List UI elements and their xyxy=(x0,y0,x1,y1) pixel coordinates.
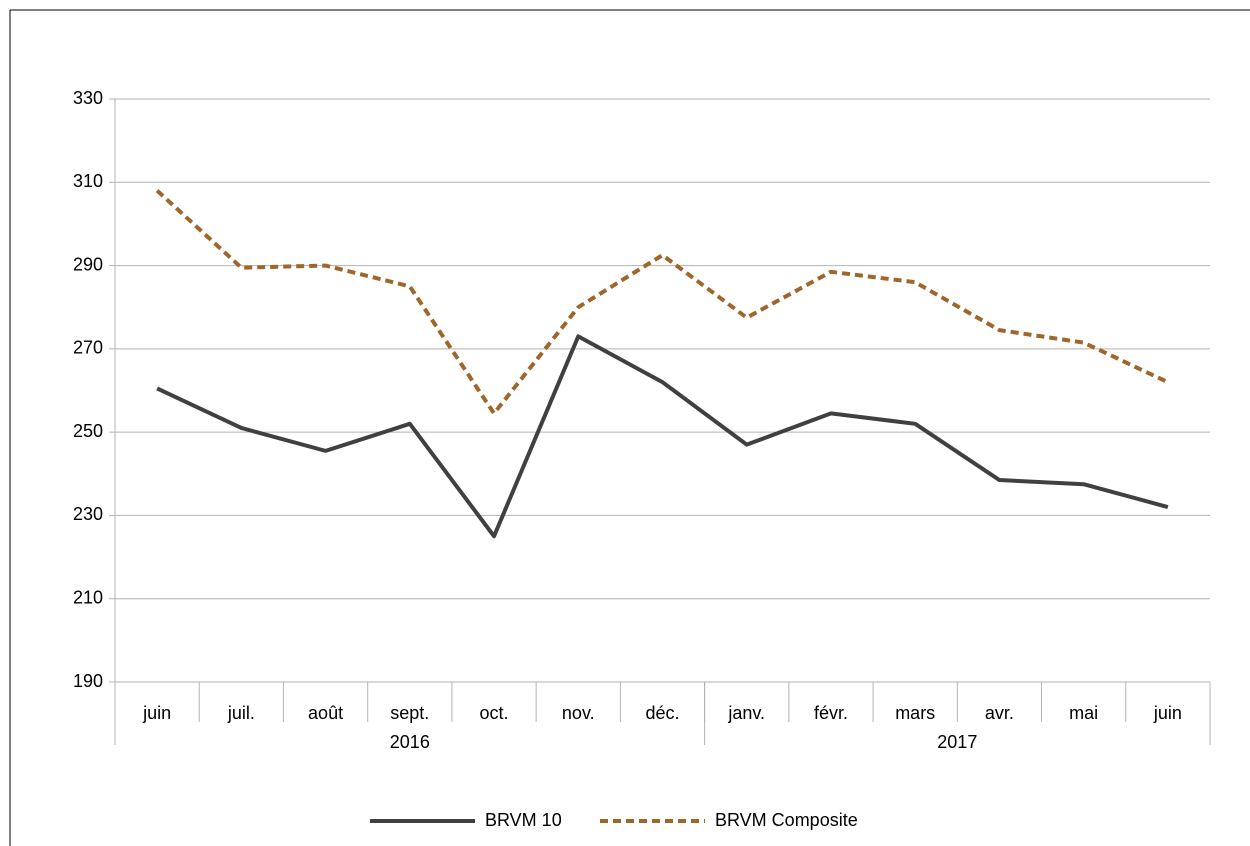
y-tick-label: 190 xyxy=(73,671,103,691)
x-tick-label: févr. xyxy=(814,703,848,723)
y-tick-label: 290 xyxy=(73,254,103,274)
legend-label: BRVM Composite xyxy=(715,810,858,830)
x-tick-label: juil. xyxy=(227,703,255,723)
x-tick-label: nov. xyxy=(562,703,595,723)
x-tick-label: juin xyxy=(1153,703,1182,723)
x-tick-label: avr. xyxy=(985,703,1014,723)
x-tick-label: oct. xyxy=(480,703,509,723)
y-tick-label: 250 xyxy=(73,421,103,441)
x-tick-label: sept. xyxy=(390,703,429,723)
x-tick-label: janv. xyxy=(727,703,765,723)
legend-label: BRVM 10 xyxy=(485,810,562,830)
x-tick-label: août xyxy=(308,703,343,723)
y-tick-label: 310 xyxy=(73,171,103,191)
series-line xyxy=(155,189,1169,416)
group-label: 2017 xyxy=(937,732,977,752)
x-tick-label: juin xyxy=(142,703,171,723)
x-tick-label: mars xyxy=(895,703,935,723)
y-tick-label: 210 xyxy=(73,587,103,607)
y-tick-label: 230 xyxy=(73,504,103,524)
x-tick-label: déc. xyxy=(645,703,679,723)
y-tick-label: 330 xyxy=(73,88,103,108)
y-tick-label: 270 xyxy=(73,338,103,358)
x-tick-label: mai xyxy=(1069,703,1098,723)
series-line xyxy=(156,334,1169,539)
group-label: 2016 xyxy=(390,732,430,752)
